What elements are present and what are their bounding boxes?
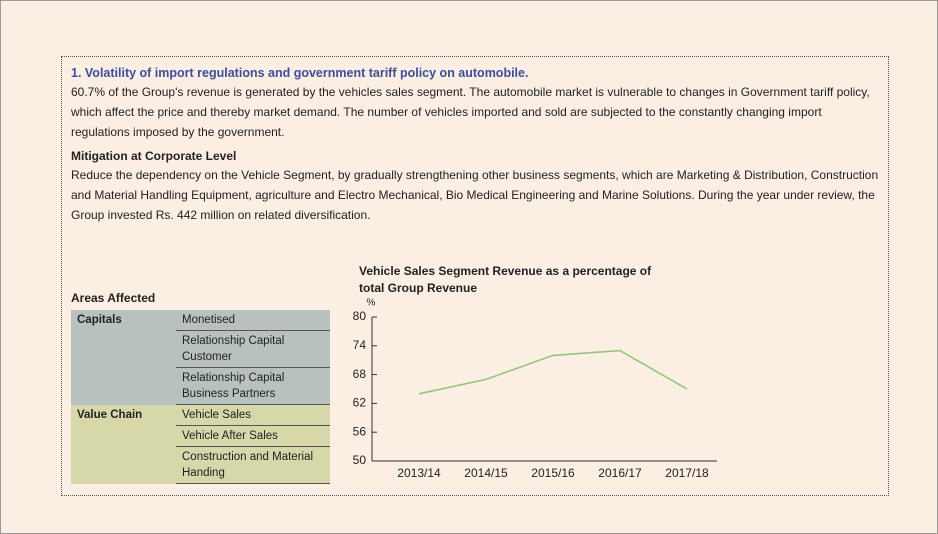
table-row: Vehicle After Sales [71,425,330,447]
y-tick-label: 74 [353,338,367,352]
table-row: Capitals Monetised [71,310,330,405]
table-title: Areas Affected [71,291,156,305]
areas-table: Capitals Monetised Relationship Capital Cu… [71,310,330,484]
table-row: Relationship Capital Business Partners [71,367,330,405]
item: Relationship Capital Customer [176,330,330,368]
table-row: Value Chain Vehicle Sales [71,404,330,484]
y-tick-label: 80 [353,309,367,323]
x-tick-label: 2015/16 [531,466,575,480]
group-name: Value Chain [71,404,176,484]
y-tick-label: 50 [353,453,367,467]
y-tick-label: 56 [353,424,367,438]
table-row: Relationship Capital Customer [71,330,330,368]
chart-title: Vehicle Sales Segment Revenue as a perce… [359,264,652,295]
risk-box [61,56,889,496]
table-row: Construction and Material Handing [71,446,330,484]
group-name: Capitals [71,310,176,405]
item: Relationship Capital Business Partners [176,367,330,405]
x-tick-label: 2013/14 [397,466,441,480]
y-tick-label: 62 [353,396,367,410]
item: Vehicle After Sales [176,425,330,447]
mitigation-text: Reduce the dependency on the Vehicle Seg… [71,168,879,222]
y-unit: % [367,298,376,309]
mitigation-title: Mitigation at Corporate Level [71,149,237,163]
paragraph: 60.7% of the Group's revenue is generate… [71,85,870,139]
item: Vehicle Sales [176,404,330,426]
item: Monetised [176,310,330,331]
heading: 1. Volatility of import regulations and … [71,66,529,80]
y-tick-label: 68 [353,367,367,381]
item: Construction and Material Handing [176,446,330,484]
x-tick-label: 2016/17 [598,466,642,480]
x-tick-label: 2017/18 [665,466,709,480]
line [418,349,688,395]
x-tick-label: 2014/15 [464,466,508,480]
